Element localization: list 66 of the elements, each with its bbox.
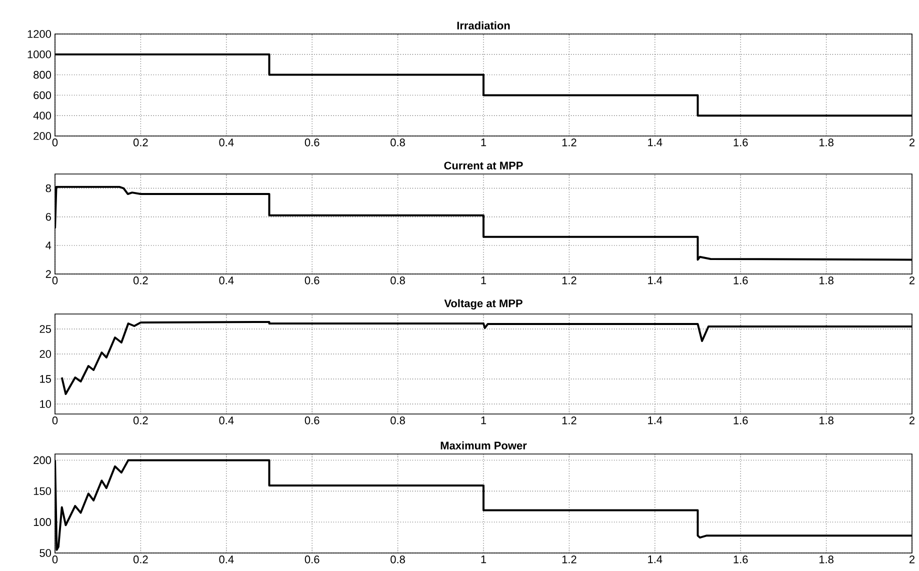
x-tick-label: 1.4: [648, 556, 662, 564]
y-tick-label: 150: [34, 487, 52, 496]
x-tick-label: 1: [481, 416, 486, 424]
chart-title: Current at MPP: [444, 162, 523, 170]
x-tick-label: 1.4: [648, 416, 662, 424]
x-tick-label: 0.2: [133, 556, 148, 564]
y-tick-label: 800: [34, 70, 52, 79]
x-tick-label: 0.6: [304, 276, 320, 284]
x-tick-label: 0.8: [390, 138, 405, 146]
x-tick-label: 0: [52, 416, 58, 424]
x-tick-label: 0.4: [219, 276, 234, 284]
x-tick-label: 1.6: [734, 556, 748, 564]
x-tick-label: 0.6: [304, 416, 320, 424]
x-tick-label: 0: [52, 138, 58, 146]
x-tick-label: 1.2: [562, 416, 576, 424]
x-tick-label: 2: [909, 276, 915, 284]
y-tick-label: 20: [40, 350, 52, 358]
y-tick-label: 400: [33, 112, 52, 120]
x-tick-label: 1.2: [562, 556, 576, 564]
x-tick-label: 1.6: [734, 138, 748, 146]
y-tick-label: 8: [46, 184, 51, 192]
y-tick-label: 200: [34, 132, 52, 140]
y-tick-label: 6: [46, 212, 51, 221]
x-tick-label: 0.2: [133, 138, 148, 146]
x-tick-label: 1.4: [648, 138, 662, 146]
x-tick-label: 1.2: [562, 276, 576, 284]
x-tick-label: 0: [52, 556, 58, 564]
x-tick-label: 2: [909, 556, 915, 564]
x-tick-label: 0.8: [390, 556, 405, 564]
x-tick-label: 1.4: [648, 276, 662, 284]
x-tick-label: 2: [909, 416, 915, 424]
x-tick-label: 0.6: [304, 138, 320, 146]
chart-title: Voltage at MPP: [444, 299, 522, 310]
x-tick-label: 0.2: [133, 416, 148, 424]
x-tick-label: 1: [481, 276, 486, 284]
y-tick-label: 25: [40, 325, 51, 333]
x-tick-label: 0: [52, 276, 58, 284]
x-tick-label: 0.8: [390, 416, 405, 424]
y-tick-label: 1000: [28, 50, 52, 58]
x-tick-label: 1.8: [819, 556, 834, 564]
x-tick-label: 1.6: [734, 416, 748, 424]
y-tick-label: 200: [34, 456, 52, 464]
x-tick-label: 1.8: [819, 416, 834, 424]
y-tick-label: 4: [46, 242, 52, 250]
y-tick-label: 600: [34, 91, 52, 100]
y-tick-label: 2: [46, 270, 51, 278]
x-tick-label: 0.2: [133, 276, 148, 284]
x-tick-label: 1.6: [734, 276, 748, 284]
x-tick-label: 1: [481, 556, 486, 564]
x-tick-label: 1.2: [562, 138, 576, 146]
y-tick-label: 1200: [28, 30, 52, 38]
y-tick-label: 15: [40, 375, 51, 383]
x-tick-label: 0.8: [390, 276, 405, 284]
x-tick-label: 0.4: [219, 416, 234, 424]
x-tick-label: 1.8: [819, 276, 834, 284]
x-tick-label: 2: [909, 138, 915, 146]
y-tick-label: 100: [34, 518, 52, 526]
x-tick-label: 0.4: [219, 556, 234, 564]
x-tick-label: 1: [481, 138, 486, 146]
x-tick-label: 1.8: [819, 138, 834, 146]
x-tick-label: 0.4: [219, 138, 234, 146]
chart-title: Irradiation: [457, 21, 510, 30]
y-tick-label: 10: [40, 400, 52, 408]
x-tick-label: 0.6: [304, 556, 320, 564]
y-tick-label: 50: [40, 549, 52, 557]
chart-title: Maximum Power: [440, 441, 527, 450]
